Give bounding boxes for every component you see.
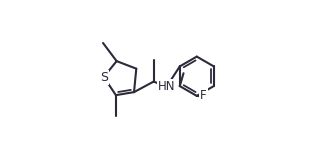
Text: HN: HN xyxy=(158,80,175,93)
Text: S: S xyxy=(100,71,108,83)
Text: F: F xyxy=(200,89,207,102)
